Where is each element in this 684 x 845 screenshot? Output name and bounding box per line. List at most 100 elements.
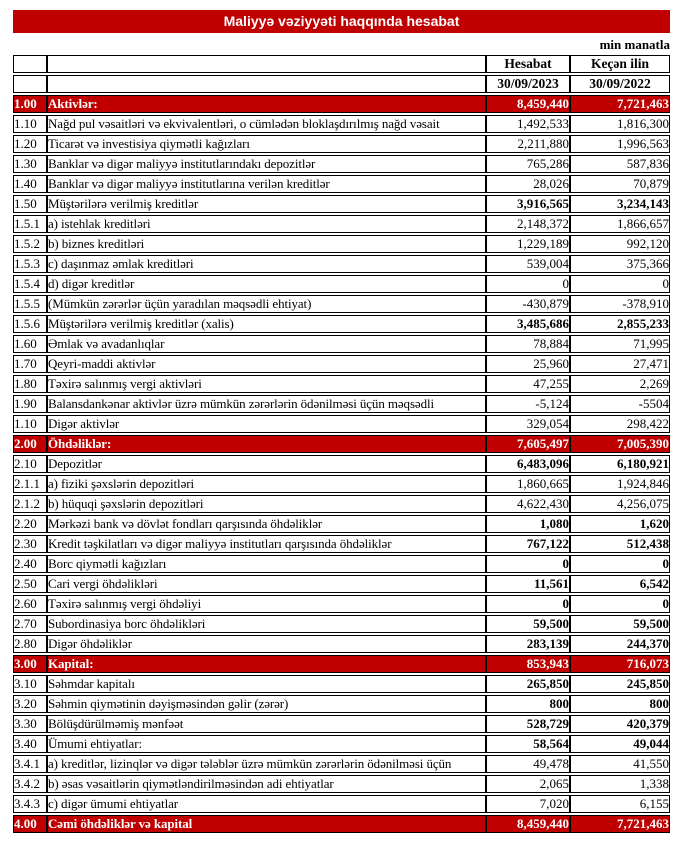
table-row: 1.5.3 c) daşınmaz əmlak kreditləri 539,0… — [13, 255, 670, 273]
row-code: 2.70 — [13, 615, 47, 633]
table-row: 2.20 Mərkəzi bank və dövlət fondları qar… — [13, 515, 670, 533]
table-row: 1.30 Banklar və digər maliyyə institutla… — [13, 155, 670, 173]
table-row: 2.40 Borc qiymətli kağızları 0 0 — [13, 555, 670, 573]
row-code: 3.40 — [13, 735, 47, 753]
table-row: 1.10 Nağd pul vəsaitləri və ekvivalentlə… — [13, 115, 670, 133]
row-value-previous: 245,850 — [570, 675, 670, 693]
row-value-current: 329,054 — [486, 415, 570, 433]
row-value-previous: 375,366 — [570, 255, 670, 273]
row-code: 1.70 — [13, 355, 47, 373]
row-code: 3.4.1 — [13, 755, 47, 773]
row-value-previous: 420,379 — [570, 715, 670, 733]
row-label: a) kreditlər, lizinqlər və digər tələblə… — [47, 755, 486, 773]
row-code: 3.30 — [13, 715, 47, 733]
row-value-current: 2,065 — [486, 775, 570, 793]
row-value-current: 2,211,880 — [486, 135, 570, 153]
row-value-previous: 41,550 — [570, 755, 670, 773]
header-empty-label-cell — [47, 75, 486, 93]
row-value-current: -5,124 — [486, 395, 570, 413]
table-row: 1.80 Təxirə salınmış vergi aktivləri 47,… — [13, 375, 670, 393]
table-row: 2.1.1 a) fiziki şəxslərin depozitləri 1,… — [13, 475, 670, 493]
row-code: 1.60 — [13, 335, 47, 353]
table-row: 3.40 Ümumi ehtiyatlar: 58,564 49,044 — [13, 735, 670, 753]
table-row: 1.5.6 Müştərilərə verilmiş kreditlər (xa… — [13, 315, 670, 333]
row-label: Öhdəliklər: — [47, 435, 486, 453]
table-row: 2.00 Öhdəliklər: 7,605,497 7,005,390 — [13, 435, 670, 453]
row-code: 1.80 — [13, 375, 47, 393]
row-label: Balansdankənar aktivlər üzrə mümkün zərə… — [47, 395, 486, 413]
row-label: a) istehlak kreditləri — [47, 215, 486, 233]
row-code: 1.40 — [13, 175, 47, 193]
row-code: 1.5.2 — [13, 235, 47, 253]
row-code: 2.40 — [13, 555, 47, 573]
header-empty-code-cell — [13, 75, 47, 93]
row-code: 2.50 — [13, 575, 47, 593]
row-value-previous: 800 — [570, 695, 670, 713]
row-label: b) biznes kreditləri — [47, 235, 486, 253]
row-value-current: 283,139 — [486, 635, 570, 653]
report-title-bar: Maliyyə vəziyyəti haqqında hesabat — [13, 10, 670, 33]
header-empty-code-cell — [13, 55, 47, 73]
row-code: 2.1.1 — [13, 475, 47, 493]
row-value-current: 8,459,440 — [486, 95, 570, 113]
row-value-previous: -378,910 — [570, 295, 670, 313]
row-label: b) hüquqi şəxslərin depozitləri — [47, 495, 486, 513]
row-value-previous: 6,542 — [570, 575, 670, 593]
row-code: 2.30 — [13, 535, 47, 553]
row-code: 1.10 — [13, 115, 47, 133]
row-value-current: 2,148,372 — [486, 215, 570, 233]
row-value-current: 25,960 — [486, 355, 570, 373]
row-code: 4.00 — [13, 815, 47, 833]
row-code: 2.60 — [13, 595, 47, 613]
row-value-current: 7,605,497 — [486, 435, 570, 453]
column-date-current: 30/09/2023 — [486, 75, 570, 93]
row-label: Digər aktivlər — [47, 415, 486, 433]
row-label: c) digər ümumi ehtiyatlar — [47, 795, 486, 813]
table-row: 1.40 Banklar və digər maliyyə institutla… — [13, 175, 670, 193]
row-label: Subordinasiya borc öhdəlikləri — [47, 615, 486, 633]
table-row: 1.5.4 d) digər kreditlər 0 0 — [13, 275, 670, 293]
row-value-previous: 298,422 — [570, 415, 670, 433]
row-label: Təxirə salınmış vergi öhdəliyi — [47, 595, 486, 613]
row-label: (Mümkün zərərlər üçün yaradılan məqsədli… — [47, 295, 486, 313]
financial-position-table: Hesabat Keçən ilin 30/09/2023 30/09/2022… — [13, 53, 670, 835]
column-header-current: Hesabat — [486, 55, 570, 73]
row-value-previous: 0 — [570, 555, 670, 573]
row-value-current: 0 — [486, 595, 570, 613]
row-value-current: 78,884 — [486, 335, 570, 353]
table-body: 1.00 Aktivlər: 8,459,440 7,721,463 1.10 … — [13, 95, 670, 833]
row-label: Kredit təşkilatları və digər maliyyə ins… — [47, 535, 486, 553]
row-label: Əmlak və avadanlıqlar — [47, 335, 486, 353]
row-value-previous: 1,924,846 — [570, 475, 670, 493]
row-value-previous: 6,180,921 — [570, 455, 670, 473]
row-value-current: 1,492,533 — [486, 115, 570, 133]
row-label: Cari vergi öhdəlikləri — [47, 575, 486, 593]
row-value-current: 3,916,565 — [486, 195, 570, 213]
row-code: 2.10 — [13, 455, 47, 473]
row-value-current: 49,478 — [486, 755, 570, 773]
table-header-row-dates: 30/09/2023 30/09/2022 — [13, 75, 670, 93]
row-value-previous: 0 — [570, 595, 670, 613]
table-row: 3.20 Səhmin qiymətinin dəyişməsindən gəl… — [13, 695, 670, 713]
row-value-previous: 7,721,463 — [570, 815, 670, 833]
row-value-previous: 1,996,563 — [570, 135, 670, 153]
row-label: Kapital: — [47, 655, 486, 673]
table-row: 3.00 Kapital: 853,943 716,073 — [13, 655, 670, 673]
row-label: Təxirə salınmış vergi aktivləri — [47, 375, 486, 393]
row-value-current: 3,485,686 — [486, 315, 570, 333]
table-row: 3.30 Bölüşdürülməmiş mənfəət 528,729 420… — [13, 715, 670, 733]
table-row: 3.10 Səhmdar kapitalı 265,850 245,850 — [13, 675, 670, 693]
row-value-current: 1,229,189 — [486, 235, 570, 253]
row-value-current: 765,286 — [486, 155, 570, 173]
row-value-previous: 49,044 — [570, 735, 670, 753]
table-row: 1.10 Digər aktivlər 329,054 298,422 — [13, 415, 670, 433]
row-label: Depozitlər — [47, 455, 486, 473]
row-label: Bölüşdürülməmiş mənfəət — [47, 715, 486, 733]
row-code: 1.5.3 — [13, 255, 47, 273]
row-value-current: 7,020 — [486, 795, 570, 813]
row-label: Səhmin qiymətinin dəyişməsindən gəlir (z… — [47, 695, 486, 713]
row-value-previous: 244,370 — [570, 635, 670, 653]
table-row: 1.00 Aktivlər: 8,459,440 7,721,463 — [13, 95, 670, 113]
table-row: 1.50 Müştərilərə verilmiş kreditlər 3,91… — [13, 195, 670, 213]
table-row: 2.1.2 b) hüquqi şəxslərin depozitləri 4,… — [13, 495, 670, 513]
